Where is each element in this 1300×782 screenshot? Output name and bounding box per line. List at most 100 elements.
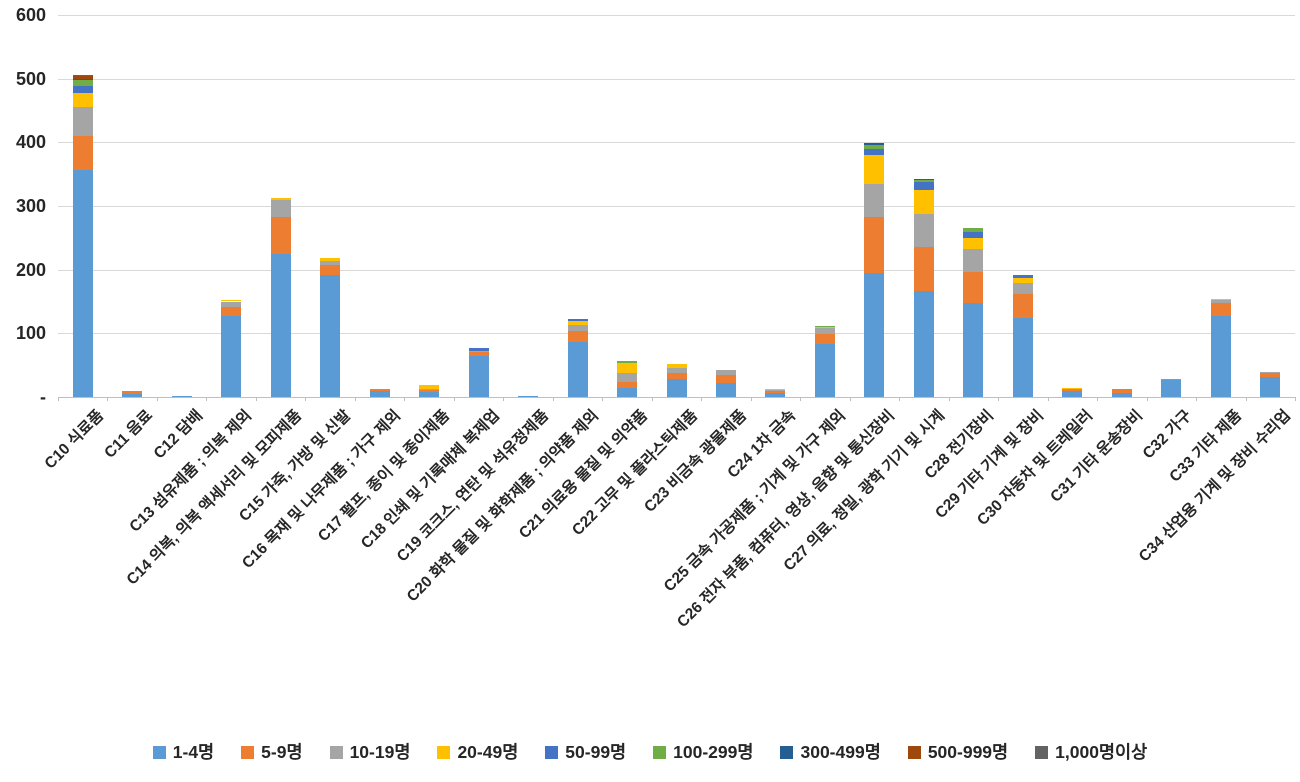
bar-segment xyxy=(122,393,143,397)
legend-label: 5-9명 xyxy=(261,742,303,762)
bar-segment xyxy=(221,316,242,397)
bar-segment xyxy=(1260,373,1281,378)
legend-item: 5-9명 xyxy=(241,742,303,762)
y-axis-tick-label: - xyxy=(40,387,46,407)
bar-segment xyxy=(963,232,984,238)
bar-segment xyxy=(369,389,390,392)
bar-segment xyxy=(419,389,440,392)
bar-segment xyxy=(715,374,736,383)
x-axis-tick-mark xyxy=(1295,397,1296,401)
x-axis-tick-mark xyxy=(899,397,901,401)
bar-segment xyxy=(567,321,588,326)
legend-label: 10-19명 xyxy=(349,742,411,762)
legend-label: 50-99명 xyxy=(565,742,627,762)
bar-segment xyxy=(171,396,192,397)
bar-segment xyxy=(1260,372,1281,374)
gridline xyxy=(58,142,1295,144)
x-axis-tick-mark xyxy=(1146,397,1148,401)
x-axis-tick-mark xyxy=(948,397,950,401)
legend-swatch xyxy=(152,746,166,760)
bar-segment xyxy=(864,144,885,149)
legend-label: 1-4명 xyxy=(172,742,215,762)
legend-item: 10-19명 xyxy=(329,742,411,762)
bar-segment xyxy=(666,363,687,369)
legend-label: 100-299명 xyxy=(673,742,754,762)
bar-segment xyxy=(666,368,687,373)
bar-segment xyxy=(913,190,934,214)
bar-segment xyxy=(122,391,143,394)
bar-segment xyxy=(72,79,93,86)
bar-segment xyxy=(814,326,835,329)
bar-segment xyxy=(270,200,291,218)
legend-item: 1,000명이상 xyxy=(1035,742,1148,762)
bar-segment xyxy=(72,78,93,80)
bar-segment xyxy=(864,216,885,273)
legend-label: 300-499명 xyxy=(800,742,881,762)
bar-segment xyxy=(963,302,984,397)
legend-item: 1-4명 xyxy=(152,742,215,762)
y-axis-tick-label: 500 xyxy=(15,68,46,89)
x-axis-tick-mark xyxy=(849,397,851,401)
bar-segment xyxy=(963,248,984,272)
x-axis-tick-mark xyxy=(255,397,257,401)
bar-segment xyxy=(72,85,93,94)
bar-segment xyxy=(1210,300,1231,304)
legend-swatch xyxy=(329,746,343,760)
bar-segment xyxy=(72,170,93,397)
legend-swatch xyxy=(437,746,451,760)
gridline xyxy=(58,206,1295,207)
x-axis-tick-mark xyxy=(651,397,653,401)
bar-segment xyxy=(72,135,93,171)
bar-segment xyxy=(1161,380,1182,397)
bar-segment xyxy=(864,155,885,185)
y-axis-tick-label: 300 xyxy=(15,196,46,216)
x-axis-line xyxy=(58,397,1295,398)
bar-segment xyxy=(468,347,489,351)
bar-segment xyxy=(1062,389,1083,391)
bar-segment xyxy=(963,237,984,249)
bar-segment xyxy=(270,217,291,255)
bar-segment xyxy=(765,389,786,390)
legend-label: 1,000명이상 xyxy=(1055,742,1148,762)
legend-swatch xyxy=(1035,746,1049,760)
bar-segment xyxy=(963,227,984,233)
x-axis-tick-mark xyxy=(58,397,59,401)
y-axis-tick-label: 600 xyxy=(15,5,46,25)
x-axis-tick-mark xyxy=(107,397,109,401)
x-axis-tick-mark xyxy=(206,397,208,401)
bar-segment xyxy=(1111,389,1132,393)
bar-segment xyxy=(963,271,984,303)
legend-item: 500-999명 xyxy=(907,742,1009,762)
bar-segment xyxy=(1062,390,1083,397)
bar-segment xyxy=(617,381,638,389)
bar-segment xyxy=(715,369,736,375)
x-axis-tick-mark xyxy=(453,397,455,401)
bar-segment xyxy=(814,328,835,334)
legend-label: 500-999명 xyxy=(927,742,1009,762)
legend-swatch xyxy=(653,746,667,760)
legend-label: 20-49명 xyxy=(457,742,519,762)
legend-item: 20-49명 xyxy=(437,742,519,762)
x-axis-tick-mark xyxy=(1047,397,1049,401)
x-axis-tick-mark xyxy=(156,397,158,401)
bar-segment xyxy=(1210,303,1231,317)
bar-segment xyxy=(814,325,835,327)
bar-segment xyxy=(814,333,835,345)
bar-segment xyxy=(814,344,835,397)
gridline xyxy=(58,78,1295,80)
bar-segment xyxy=(320,258,341,262)
bar-segment xyxy=(419,391,440,397)
bar-segment xyxy=(1012,274,1033,278)
gridline xyxy=(58,333,1295,335)
legend-swatch xyxy=(545,746,559,760)
x-axis-tick-mark xyxy=(354,397,356,401)
y-axis-tick-label: 200 xyxy=(15,259,46,280)
bar-segment xyxy=(320,261,341,265)
x-axis-tick-mark xyxy=(552,397,554,401)
bar-segment xyxy=(567,342,588,397)
x-axis-tick-mark xyxy=(1245,397,1247,401)
bar-segment xyxy=(765,391,786,394)
bar-segment xyxy=(864,142,885,145)
